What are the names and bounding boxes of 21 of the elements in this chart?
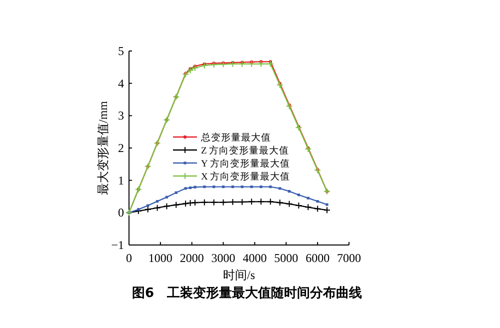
y-tick-label: 4 [118,76,124,90]
caption: 图6 工装变形量最大值随时间分布曲线 [132,285,362,301]
y-tick-label: 2 [118,141,124,155]
x-tick-label: 6000 [306,251,330,265]
legend-label: Z 方向变形量最大值 [201,144,290,156]
x-tick-label: 3000 [211,251,236,265]
x-tick-label: 5000 [274,251,298,265]
x-tick-label: 1000 [148,251,172,265]
y-tick-label: 3 [118,108,124,123]
y-axis-title: 最大变形量值/mm [96,100,110,196]
x-tick-label: 2000 [180,251,204,265]
legend-label: Y 方向变形量最大值 [201,158,290,170]
x-tick-label: 4000 [242,251,267,265]
y-tick-label: 5 [118,44,124,58]
y-tick-label: −1 [111,238,124,252]
legend-label: 总变形量最大值 [200,132,271,144]
y-tick-label: 1 [118,173,124,188]
x-axis-title: 时间/s [222,268,256,282]
y-tick-label: 0 [118,206,124,220]
x-tick-label: 7000 [337,251,361,265]
legend-label: X 方向变形量最大值 [201,170,290,182]
